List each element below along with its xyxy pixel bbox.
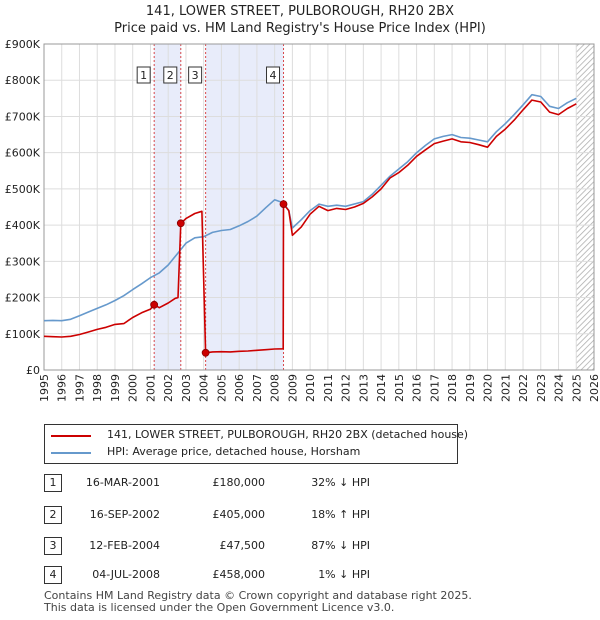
transaction-price: £405,000 (212, 508, 266, 521)
transaction-price: £47,500 (219, 539, 266, 552)
sale-point (279, 200, 288, 209)
sale-point (176, 219, 185, 228)
plot-border (43, 43, 595, 371)
y-tick-label: £400K (5, 219, 41, 232)
shaded-range (154, 44, 181, 370)
sale-point (150, 300, 159, 309)
x-tick-label: 2016 (411, 374, 424, 402)
x-tick-label: 2024 (553, 374, 566, 402)
x-tick-label: 2003 (180, 374, 193, 402)
table-row: 3 12-FEB-2004 £47,500 87% ↓ HPI (0, 537, 600, 557)
x-tick-label: 2025 (570, 374, 583, 402)
transaction-hpi-diff: 18% ↑ HPI (311, 508, 370, 521)
legend-swatch-hpi (51, 452, 91, 454)
series-line-hpi (43, 93, 577, 322)
legend-swatch-property (51, 435, 91, 437)
price-chart: £0 £100K £200K £300K £400K £500K £600K £700K £80… (5, 38, 600, 402)
footer-line-licence: This data is licensed under the Open Gov… (44, 601, 395, 614)
x-tick-label: 2017 (428, 374, 441, 402)
y-tick-label: £200K (5, 292, 41, 305)
transaction-number: 1 (44, 474, 62, 492)
sale-label-box (136, 66, 151, 84)
x-tick-label: 2007 (251, 374, 264, 402)
x-tick-label: 2010 (304, 374, 317, 402)
x-tick-label: 2018 (446, 374, 459, 402)
forecast-hatch (576, 44, 594, 370)
shaded-range (205, 44, 284, 370)
y-tick-label: £600K (5, 147, 41, 160)
sale-label: 4 (270, 69, 277, 82)
table-row: 2 16-SEP-2002 £405,000 18% ↑ HPI (0, 506, 600, 526)
y-tick-label: £800K (5, 74, 41, 87)
x-tick-label: 1999 (109, 374, 122, 402)
x-tick-label: 2002 (162, 374, 175, 402)
table-row: 1 16-MAR-2001 £180,000 32% ↓ HPI (0, 474, 600, 494)
y-tick-label: £0 (26, 364, 40, 377)
transaction-number: 2 (44, 506, 62, 524)
transaction-date: 16-SEP-2002 (89, 508, 160, 521)
x-tick-label: 1997 (73, 374, 86, 402)
footer-line-copyright: Contains HM Land Registry data © Crown c… (44, 589, 472, 602)
table-row: 4 04-JUL-2008 £458,000 1% ↓ HPI (0, 566, 600, 586)
x-tick-label: 2013 (357, 374, 370, 402)
x-tick-label: 2011 (322, 374, 335, 402)
x-tick-label: 2005 (215, 374, 228, 402)
x-tick-label: 2015 (393, 374, 406, 402)
legend-label-property: 141, LOWER STREET, PULBOROUGH, RH20 2BX … (107, 428, 469, 441)
transaction-hpi-diff: 87% ↓ HPI (311, 539, 370, 552)
x-tick-label: 2009 (286, 374, 299, 402)
x-tick-label: 2008 (269, 374, 282, 402)
x-tick-label: 2026 (588, 374, 600, 402)
y-tick-label: £500K (5, 183, 41, 196)
y-tick-label: £900K (5, 38, 41, 51)
sale-label: 1 (140, 69, 147, 82)
transaction-date: 04-JUL-2008 (92, 568, 160, 581)
transaction-date: 16-MAR-2001 (85, 476, 160, 489)
sale-label-box (188, 66, 203, 84)
x-tick-label: 1995 (38, 374, 51, 402)
y-tick-label: £300K (5, 255, 41, 268)
legend-label-hpi: HPI: Average price, detached house, Hors… (107, 445, 361, 458)
x-tick-label: 2022 (517, 374, 530, 402)
transaction-price: £180,000 (212, 476, 266, 489)
x-tick-label: 2014 (375, 374, 388, 402)
legend: 141, LOWER STREET, PULBOROUGH, RH20 2BX … (44, 424, 468, 464)
sale-label: 2 (167, 69, 174, 82)
series-line-property (43, 99, 577, 354)
transaction-price: £458,000 (212, 568, 266, 581)
y-tick-label: £700K (5, 110, 41, 123)
x-tick-label: 2001 (144, 374, 157, 402)
chart-title: 141, LOWER STREET, PULBOROUGH, RH20 2BX (145, 4, 455, 19)
x-tick-label: 2021 (499, 374, 512, 402)
sale-label: 3 (192, 69, 199, 82)
x-tick-label: 2000 (127, 374, 140, 402)
transaction-hpi-diff: 32% ↓ HPI (311, 476, 370, 489)
x-tick-label: 2012 (340, 374, 353, 402)
transaction-hpi-diff: 1% ↓ HPI (318, 568, 370, 581)
x-tick-label: 2019 (464, 374, 477, 402)
y-tick-label: £100K (5, 328, 41, 341)
sale-label-box (163, 66, 178, 84)
chart-subtitle: Price paid vs. HM Land Registry's House … (114, 21, 486, 36)
transaction-number: 4 (44, 566, 62, 584)
footer: Contains HM Land Registry data © Crown c… (44, 590, 472, 614)
x-tick-label: 2004 (198, 374, 211, 402)
x-tick-label: 2006 (233, 374, 246, 402)
transaction-number: 3 (44, 537, 62, 555)
sale-point (201, 348, 210, 357)
x-tick-label: 1998 (91, 374, 104, 402)
transaction-date: 12-FEB-2004 (89, 539, 160, 552)
x-tick-label: 2020 (482, 374, 495, 402)
x-tick-label: 1996 (56, 374, 69, 402)
x-tick-label: 2023 (535, 374, 548, 402)
sale-label-box (266, 66, 281, 84)
